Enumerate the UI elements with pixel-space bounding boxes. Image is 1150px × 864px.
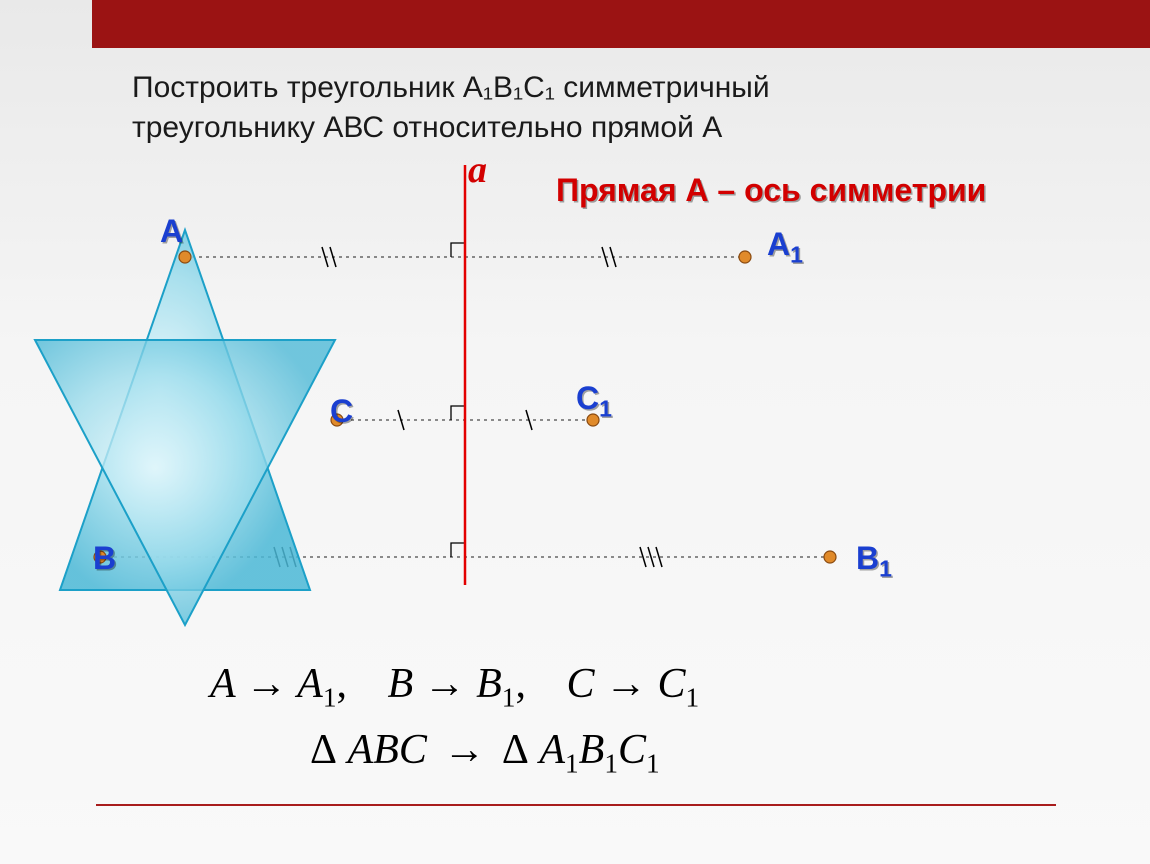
m1-s2: 1	[502, 682, 516, 712]
arrow-4: →	[443, 727, 485, 773]
ticks-B-right	[640, 547, 662, 567]
header-red-bar	[92, 0, 1150, 48]
point-A	[179, 251, 191, 263]
m1-s1: 1	[323, 682, 337, 712]
label-A1-base: А	[767, 226, 790, 262]
point-A1	[739, 251, 751, 263]
bottom-divider	[96, 804, 1056, 806]
label-C: С	[330, 393, 353, 430]
perpendicular-marks	[451, 243, 465, 557]
label-B1-sub: 1	[879, 555, 892, 581]
label-B1: В1	[856, 540, 892, 582]
task-line2: треугольнику АВС относительно прямой А	[132, 108, 770, 148]
task-text: Построить треугольник А₁В₁С₁ симметричны…	[132, 68, 770, 148]
label-A: А	[160, 213, 183, 250]
label-C1: С1	[576, 380, 612, 422]
delta-2: Δ	[502, 727, 529, 773]
perp-A	[451, 243, 465, 257]
m2-s1: 1	[565, 748, 579, 778]
perp-C	[451, 406, 465, 420]
delta-1: Δ	[310, 727, 337, 773]
point-B1	[824, 551, 836, 563]
m1-s3: 1	[685, 682, 699, 712]
label-B1-base: В	[856, 540, 879, 576]
math-line-2: Δ ABC → Δ A1B1C1	[310, 726, 660, 779]
task-line1: Построить треугольник А₁В₁С₁ симметричны…	[132, 68, 770, 108]
label-C1-sub: 1	[599, 395, 612, 421]
label-A1-sub: 1	[790, 241, 803, 267]
label-B: В	[93, 540, 116, 577]
arrow-1: →	[245, 661, 287, 707]
label-A1: А1	[767, 226, 803, 268]
m2-s3: 1	[646, 748, 660, 778]
arrow-2: →	[424, 661, 466, 707]
star-shape	[35, 230, 335, 625]
label-C1-base: С	[576, 380, 599, 416]
m2-s2: 1	[604, 748, 618, 778]
perp-B	[451, 543, 465, 557]
ticks-C-left	[398, 410, 404, 430]
arrow-3: →	[605, 661, 647, 707]
math-line-1: A → A1, B → B1, C → C1	[210, 660, 699, 713]
